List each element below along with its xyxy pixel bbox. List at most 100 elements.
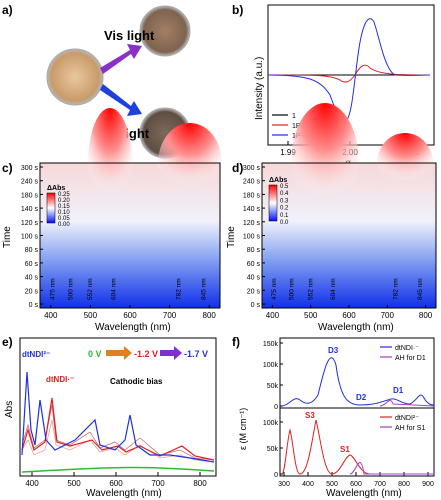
tick-label-f-y-bot: 50k bbox=[267, 446, 279, 453]
tick-label-f-x: 500 bbox=[326, 481, 338, 488]
peak-label-c: 845 nm bbox=[201, 278, 208, 300]
colorbar-ticks-c: 0.250.200.150.100.050.00 bbox=[58, 192, 70, 228]
tick-label-f-y-bot: 100k bbox=[263, 420, 279, 427]
series-1P-420 bbox=[267, 18, 431, 121]
trace-mid-1 bbox=[21, 419, 215, 463]
legend-entry-f-top: AH for D1 bbox=[395, 355, 426, 362]
peak-label-d: 604 nm bbox=[330, 278, 337, 300]
tick-label-d-x: 700 bbox=[381, 311, 395, 320]
panel-e: e) Abs Wavelength (nm) 400 500 600 700 800 d… bbox=[2, 335, 217, 499]
tick-label-c-x: 400 bbox=[44, 311, 58, 320]
legend-entry-f-top: dtNDI·⁻ bbox=[395, 345, 419, 352]
tick-label-c-y: 60 s bbox=[25, 261, 39, 268]
colorbar-tick-c: 0.05 bbox=[58, 216, 70, 222]
tick-label-c-y: 80 s bbox=[25, 247, 39, 254]
peak-label-c: 475 nm bbox=[49, 278, 56, 300]
tick-label-e-x: 800 bbox=[193, 479, 207, 488]
voltage-arrow-2 bbox=[160, 346, 182, 360]
voltage-1.7V: -1.7 V bbox=[184, 349, 208, 359]
colorbar-tick-c: 0.00 bbox=[58, 222, 70, 228]
colorbar-tick-d: 0.2 bbox=[280, 206, 289, 212]
tick-label-f-y-top: 100k bbox=[263, 362, 279, 369]
trace-red bbox=[21, 397, 215, 461]
annotation-dtndi2: dtNDI²⁻ bbox=[22, 350, 50, 359]
tick-label-d-y: 300 s bbox=[243, 165, 261, 172]
tick-label-d-y: 100 s bbox=[243, 234, 261, 241]
peak-label-d: 475 nm bbox=[271, 278, 278, 300]
voltage-1.2V: -1.2 V bbox=[134, 349, 158, 359]
xlabel-f: Wavelength (nm) bbox=[326, 488, 402, 499]
annotation-dtndi1: dtNDI·⁻ bbox=[46, 375, 74, 384]
tick-label-c-y: 0 s bbox=[29, 302, 39, 309]
panel-f: f) ε (M cm⁻¹) Wavelength (nm) 300 400 500 6… bbox=[232, 335, 435, 499]
ylabel-c: Time bbox=[2, 226, 13, 248]
tick-label-e-x: 600 bbox=[109, 479, 123, 488]
trace-ah-s1 bbox=[349, 462, 434, 475]
peak-label-c: 500 nm bbox=[67, 278, 74, 300]
panel-label-a: a) bbox=[2, 3, 13, 17]
plot-frame-f-bottom bbox=[279, 407, 435, 477]
colorbar-tick-d: 0.4 bbox=[280, 191, 289, 197]
tick-label-c-x: 700 bbox=[163, 311, 177, 320]
label-D1: D1 bbox=[393, 386, 404, 395]
tick-label-f-x: 600 bbox=[350, 481, 362, 488]
colorbar-tick-d: 0.3 bbox=[280, 198, 289, 204]
xlabel-d: Wavelength (nm) bbox=[318, 322, 394, 333]
panel-label-f: f) bbox=[232, 335, 240, 349]
tick-label-c-y: 140 s bbox=[21, 206, 39, 213]
peak-label-c: 552 nm bbox=[87, 278, 94, 300]
tick-label-d-x: 600 bbox=[342, 311, 356, 320]
trace-blue bbox=[21, 371, 215, 463]
tick-label-f-x: 400 bbox=[302, 481, 314, 488]
peak-label-d: 500 nm bbox=[288, 278, 295, 300]
tick-label-c-y: 20 s bbox=[25, 288, 39, 295]
panel-label-b: b) bbox=[232, 3, 243, 17]
tick-label-c-y: 100 s bbox=[21, 234, 39, 241]
tick-label-f-x: 300 bbox=[278, 481, 290, 488]
tick-label-d-x: 500 bbox=[304, 311, 318, 320]
tick-label-d-y: 60 s bbox=[247, 261, 261, 268]
ylabel-d: Time bbox=[226, 226, 237, 248]
trace-ah-d1 bbox=[379, 400, 435, 407]
colorbar-tick-d: 0.0 bbox=[280, 220, 289, 226]
xlabel-e: Wavelength (nm) bbox=[86, 488, 162, 499]
ylabel-f: ε (M cm⁻¹) bbox=[238, 408, 248, 450]
tick-label-b-x: 1.99 bbox=[280, 148, 296, 157]
trace-0V bbox=[21, 466, 215, 473]
series-1P-365 bbox=[267, 64, 431, 83]
tick-label-d-x: 800 bbox=[419, 311, 433, 320]
tick-label-f-x: 800 bbox=[398, 481, 410, 488]
tick-label-c-y: 120 s bbox=[21, 220, 39, 227]
voltage-0V: 0 V bbox=[88, 349, 102, 359]
vis-arrow bbox=[100, 44, 142, 74]
tick-label-c-y: 240 s bbox=[21, 179, 39, 186]
peak-label-d: 845 nm bbox=[417, 278, 424, 300]
ylabel-b: Intensity (a.u.) bbox=[254, 57, 265, 120]
panel-label-d: d) bbox=[232, 161, 243, 175]
colorbar-tick-d: 0.5 bbox=[280, 184, 289, 190]
xlabel-c: Wavelength (nm) bbox=[95, 322, 171, 333]
ticks-d: 300 s 240 s 180 s 140 s 120 s 100 s 80 s 60 s 40… bbox=[243, 165, 433, 320]
tick-label-d-y: 80 s bbox=[247, 247, 261, 254]
peak-label-d: 552 nm bbox=[307, 278, 314, 300]
tick-label-c-x: 600 bbox=[123, 311, 137, 320]
panel-label-e: e) bbox=[2, 335, 13, 349]
cathodic-bias-label: Cathodic bias bbox=[110, 377, 163, 386]
trace-dtndi1-top bbox=[281, 357, 435, 407]
tick-label-d-y: 120 s bbox=[243, 220, 261, 227]
peak-label-d: 782 nm bbox=[393, 278, 400, 300]
panel-label-c: c) bbox=[2, 161, 13, 175]
colorbar-title-d: ΔAbs bbox=[269, 177, 287, 184]
voltage-arrow-1 bbox=[106, 346, 132, 360]
tick-label-f-y-bot: 0 bbox=[274, 472, 278, 479]
plot-frame-e bbox=[19, 337, 217, 477]
tick-label-e-x: 400 bbox=[25, 479, 39, 488]
vis-light-label: Vis light bbox=[104, 28, 155, 43]
peak-label-c: 782 nm bbox=[175, 278, 182, 300]
tick-label-d-y: 20 s bbox=[247, 288, 261, 295]
ticks-c: 300 s 240 s 180 s 140 s 120 s 100 s 80 s 60 s 40… bbox=[21, 165, 217, 320]
colorbar-tick-d: 0.1 bbox=[280, 213, 289, 219]
colorbar-d bbox=[268, 184, 278, 222]
tick-label-d-y: 240 s bbox=[243, 179, 261, 186]
